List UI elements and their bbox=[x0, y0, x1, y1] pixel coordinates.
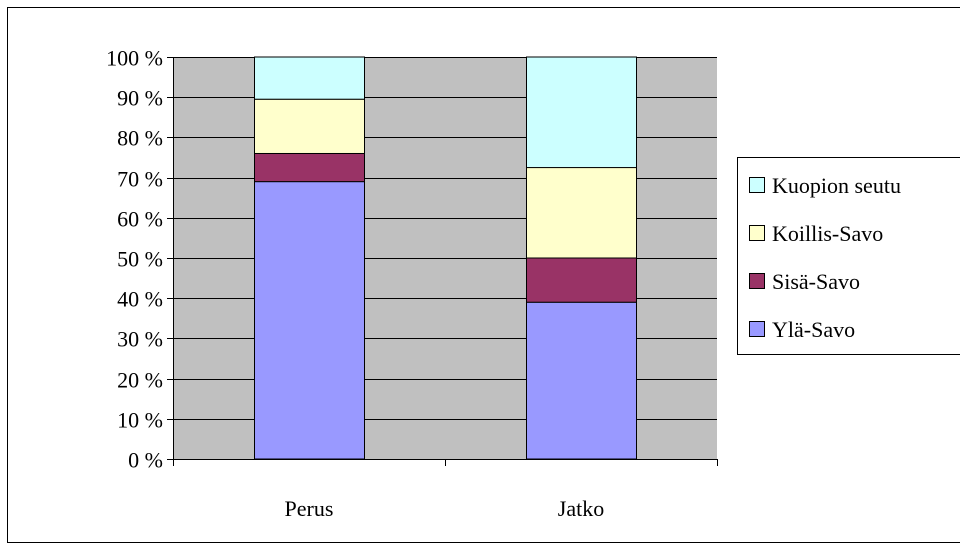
y-tick-label: 100 % bbox=[106, 46, 163, 71]
legend: Kuopion seutu Koillis-Savo Sisä-Savo Ylä-Sa… bbox=[737, 157, 960, 355]
legend-label-kuopion-seutu: Kuopion seutu bbox=[772, 173, 901, 198]
bar-segment-perus-yla-savo bbox=[254, 181, 365, 460]
x-tick-label: Jatko bbox=[558, 496, 604, 521]
legend-box bbox=[737, 157, 960, 355]
y-tick-label: 70 % bbox=[117, 167, 163, 192]
y-tick-label: 10 % bbox=[117, 408, 163, 433]
y-tick-label: 30 % bbox=[117, 327, 163, 352]
legend-swatch-koillis-savo bbox=[749, 225, 765, 241]
legend-label-koillis-savo: Koillis-Savo bbox=[772, 221, 883, 246]
legend-swatch-kuopion-seutu bbox=[749, 177, 765, 193]
bar-segment-perus-koillis-savo bbox=[254, 98, 365, 154]
bar-segment-perus-kuopion-seutu bbox=[254, 56, 365, 100]
bars bbox=[254, 56, 637, 460]
bar-segment-jatko-kuopion-seutu bbox=[526, 56, 637, 169]
bar-segment-perus-sisa-savo bbox=[254, 152, 365, 183]
axes: 0 % 10 % 20 % 30 % 40 % 50 % 60 % 70 % 80 % 90 % 1… bbox=[106, 46, 718, 521]
y-tick-label: 20 % bbox=[117, 368, 163, 393]
y-tick-label: 0 % bbox=[128, 448, 163, 473]
bar-segment-jatko-yla-savo bbox=[526, 301, 637, 460]
y-tick-label: 60 % bbox=[117, 207, 163, 232]
legend-swatch-sisa-savo bbox=[749, 273, 765, 289]
legend-swatch-yla-savo bbox=[749, 321, 765, 337]
y-tick-label: 90 % bbox=[117, 86, 163, 111]
bar-segment-jatko-koillis-savo bbox=[526, 167, 637, 259]
x-tick-label: Perus bbox=[285, 496, 334, 521]
bar-segment-jatko-sisa-savo bbox=[526, 257, 637, 303]
y-tick-label: 40 % bbox=[117, 287, 163, 312]
legend-label-sisa-savo: Sisä-Savo bbox=[772, 269, 860, 294]
y-tick-label: 50 % bbox=[117, 247, 163, 272]
legend-label-yla-savo: Ylä-Savo bbox=[772, 317, 855, 342]
y-tick-label: 80 % bbox=[117, 126, 163, 151]
